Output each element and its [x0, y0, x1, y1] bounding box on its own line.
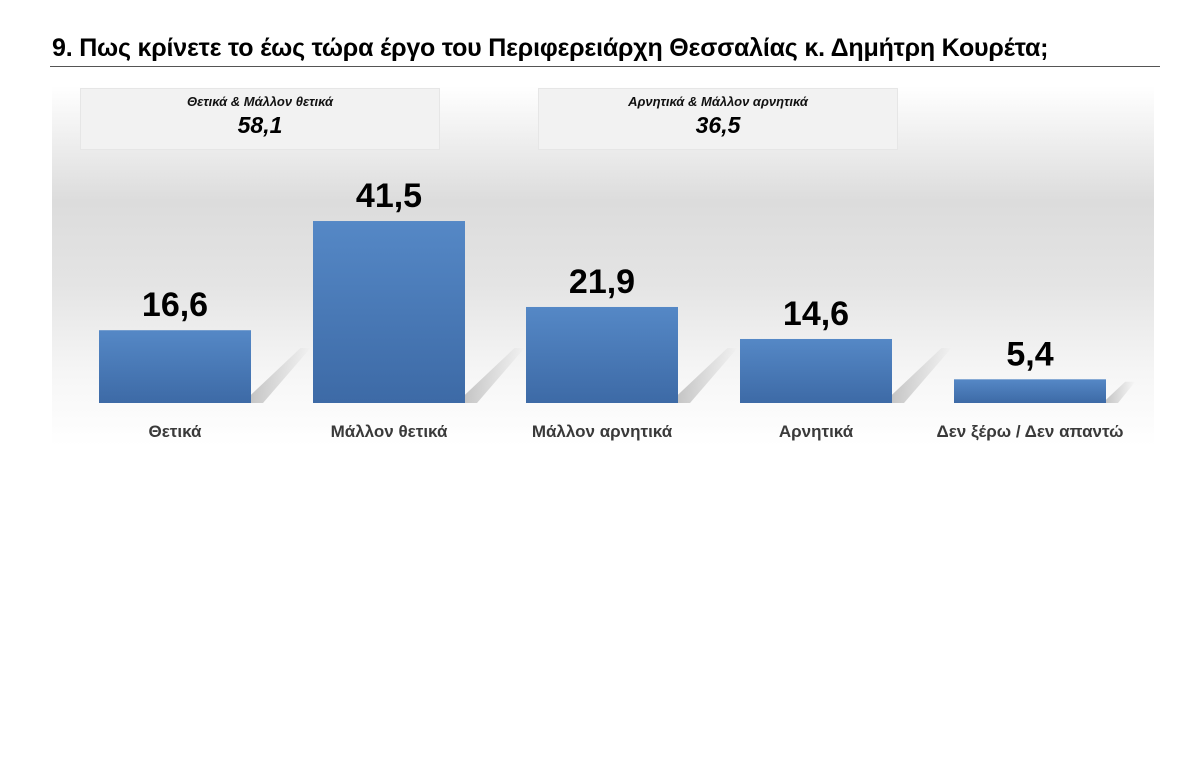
bar-shadow — [465, 348, 525, 403]
bar-value-label: 16,6 — [142, 286, 208, 324]
group-label-negative: Αρνητικά & Μάλλον αρνητικά — [628, 94, 808, 109]
bar-value-label: 14,6 — [783, 295, 849, 333]
bar — [526, 306, 678, 403]
category-label: Αρνητικά — [779, 422, 854, 441]
category-label: Δεν ξέρω / Δεν απαντώ — [937, 422, 1124, 441]
bar — [99, 330, 251, 403]
bar-shadow — [251, 348, 311, 403]
bar-value-label: 21,9 — [569, 263, 635, 301]
group-value-positive: 58,1 — [237, 112, 283, 138]
page-title: 9. Πως κρίνετε το έως τώρα έργο του Περι… — [52, 34, 1049, 62]
bar-shadow — [892, 348, 952, 403]
bar-shadow — [678, 348, 738, 403]
bar-shadow — [1106, 381, 1136, 403]
bar — [740, 338, 892, 403]
category-label: Μάλλον θετικά — [331, 422, 448, 441]
bar-value-label: 5,4 — [1006, 335, 1053, 373]
group-box-positive: Θετικά & Μάλλον θετικά 58,1 — [80, 88, 440, 150]
group-box-negative: Αρνητικά & Μάλλον αρνητικά 36,5 — [538, 88, 898, 150]
category-label: Μάλλον αρνητικά — [532, 422, 673, 441]
group-label-positive: Θετικά & Μάλλον θετικά — [186, 94, 334, 109]
bar-value-label: 41,5 — [356, 177, 422, 215]
category-label: Θετικά — [149, 422, 203, 441]
bar — [313, 221, 465, 403]
title-underline — [50, 66, 1160, 67]
group-value-negative: 36,5 — [695, 112, 741, 138]
bar — [954, 379, 1106, 403]
